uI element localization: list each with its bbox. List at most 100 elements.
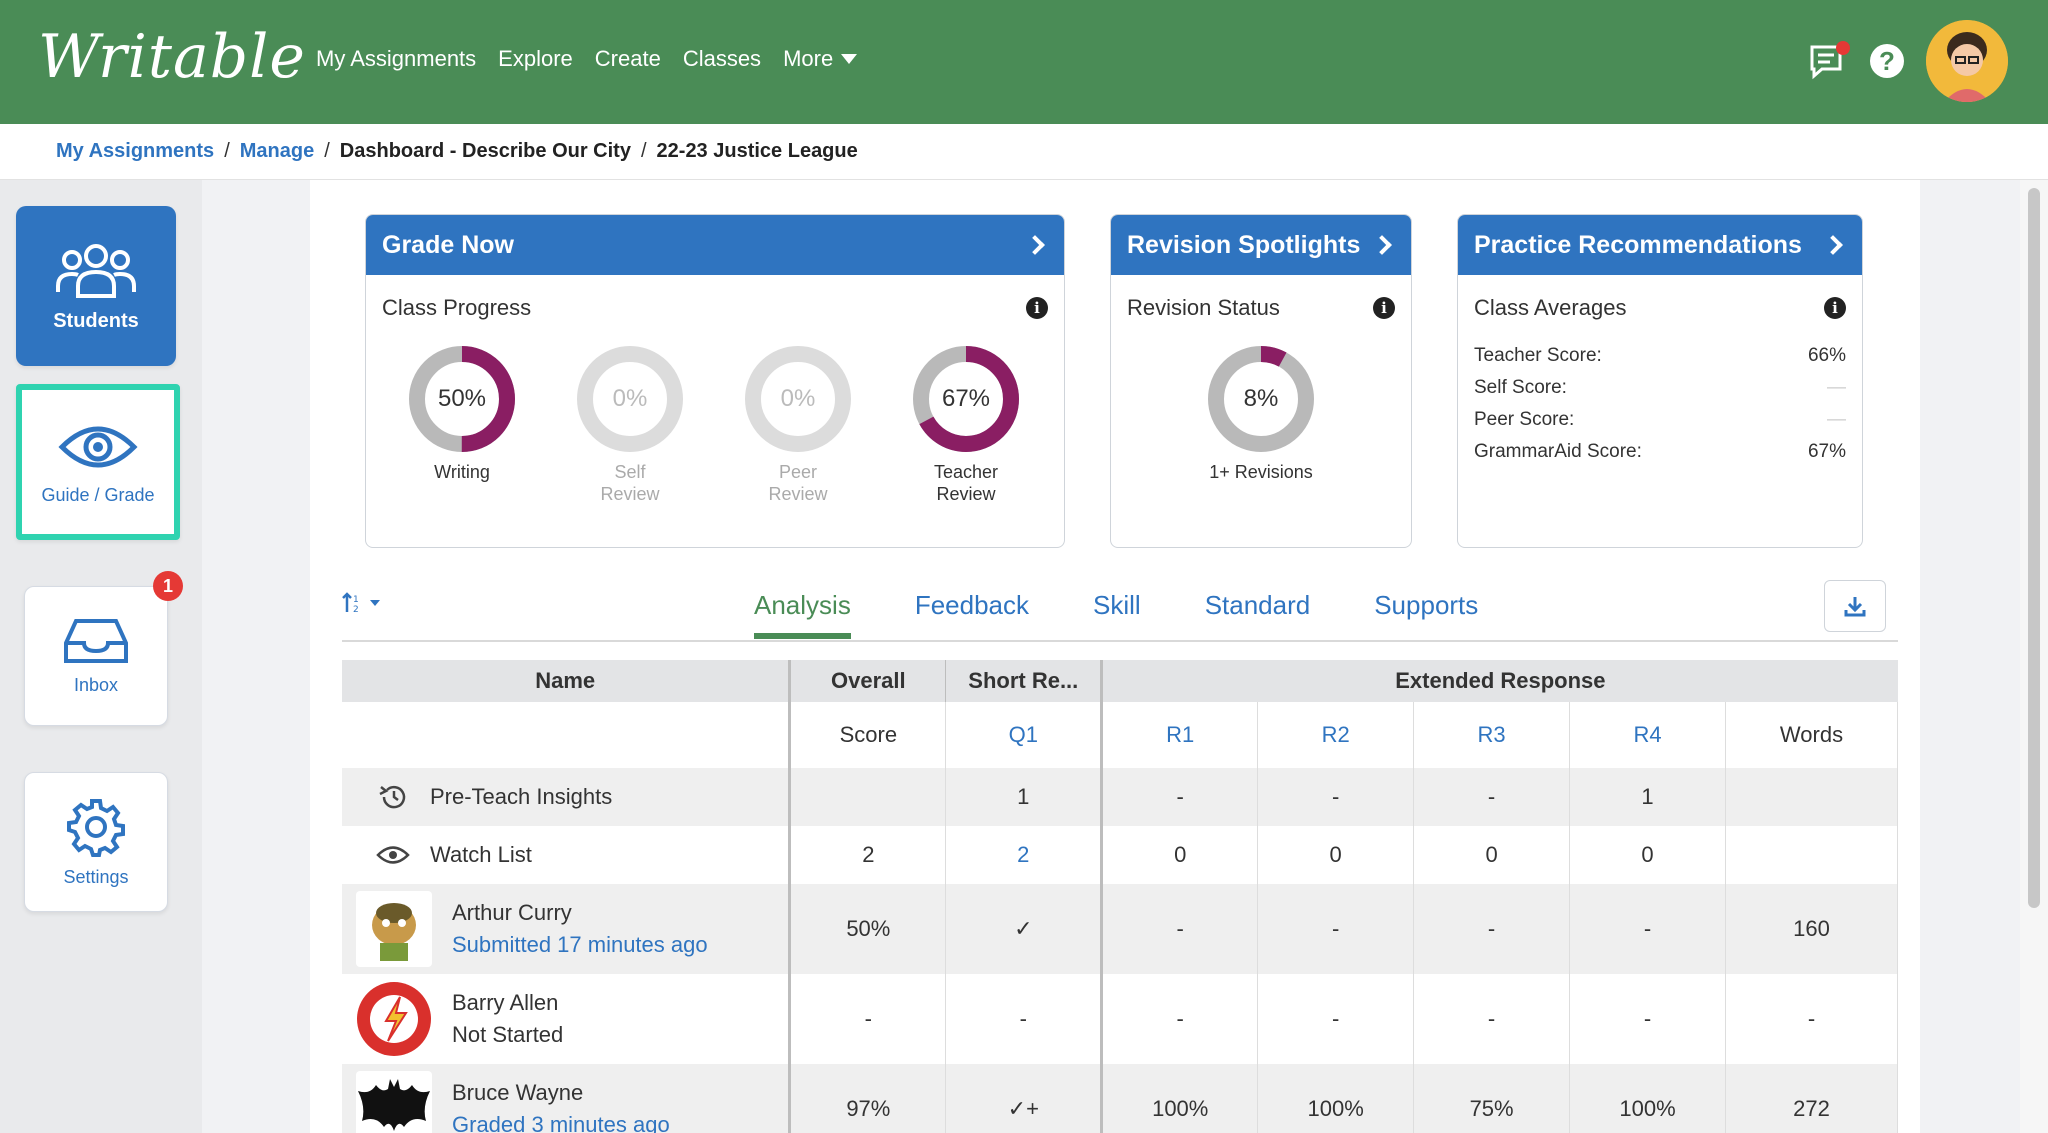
donut-self-review[interactable]: 0% Self Review xyxy=(570,341,690,505)
student-avatar xyxy=(357,982,431,1056)
messages-icon[interactable] xyxy=(1808,41,1850,81)
table-cell: ✓+ xyxy=(945,1064,1104,1133)
help-icon[interactable]: ? xyxy=(1870,44,1904,78)
donut-caption: Peer Review xyxy=(768,462,828,504)
subheader-r3[interactable]: R3 xyxy=(1413,702,1571,768)
page-scrollbar[interactable] xyxy=(2020,180,2048,1133)
breadcrumb-separator: / xyxy=(324,140,330,162)
table-row-student[interactable]: Bruce Wayne Graded 3 minutes ago 97% ✓+ … xyxy=(342,1064,1898,1133)
table-cell: ✓ xyxy=(945,884,1104,974)
table-row-watch-list[interactable]: Watch List 2 2 0 0 0 0 xyxy=(342,826,1898,884)
gear-icon xyxy=(67,798,125,857)
table-row-pre-teach[interactable]: Pre-Teach Insights 1 - - - 1 xyxy=(342,768,1898,826)
subheader-r4[interactable]: R4 xyxy=(1569,702,1726,768)
avg-row-peer: Peer Score: — xyxy=(1474,409,1846,430)
donut-caption: Teacher Review xyxy=(933,462,999,504)
eye-icon xyxy=(376,846,410,864)
table-cell: 100% xyxy=(1101,1064,1259,1133)
info-icon[interactable]: i xyxy=(1026,297,1048,319)
tab-standard[interactable]: Standard xyxy=(1204,590,1311,620)
donut-track xyxy=(745,346,851,452)
student-status[interactable]: Graded 3 minutes ago xyxy=(452,1112,670,1133)
donut-value: 8% xyxy=(1243,385,1279,412)
scrollbar-thumb[interactable] xyxy=(2028,188,2040,908)
analysis-tabs: Analysis Feedback Skill Standard Support… xyxy=(754,590,1479,639)
notification-dot xyxy=(1836,41,1850,55)
svg-text:2: 2 xyxy=(353,605,359,614)
sidebar: Students Guide / Grade 1 Inbox Settings xyxy=(0,180,202,1133)
table-cell: - xyxy=(1257,974,1415,1064)
nav-explore[interactable]: Explore xyxy=(498,46,573,71)
breadcrumb: My Assignments / Manage / Dashboard - De… xyxy=(56,140,858,163)
donut-revisions[interactable]: 8% 1+ Revisions xyxy=(1151,341,1371,483)
sidebar-item-inbox[interactable]: 1 Inbox xyxy=(24,571,183,726)
table-cell-link[interactable]: 2 xyxy=(945,826,1104,884)
nav-my-assignments[interactable]: My Assignments xyxy=(316,46,477,71)
donut-value: 0% xyxy=(612,385,648,412)
student-name[interactable]: Bruce Wayne xyxy=(452,1080,584,1105)
writable-logo[interactable]: Writable xyxy=(38,22,306,92)
tab-supports[interactable]: Supports xyxy=(1374,590,1479,620)
col-header-overall[interactable]: Overall xyxy=(789,660,947,702)
tab-feedback[interactable]: Feedback xyxy=(914,590,1030,620)
chevron-right-icon xyxy=(1823,235,1843,255)
table-cell xyxy=(1725,826,1898,884)
practice-recommendations-header[interactable]: Practice Recommendations xyxy=(1458,215,1862,275)
watch-list-cell: Watch List xyxy=(342,826,792,884)
nav-create[interactable]: Create xyxy=(594,46,661,71)
progress-donut xyxy=(913,346,1019,452)
donut-peer-review[interactable]: 0% Peer Review xyxy=(738,341,858,505)
nav-more[interactable]: More xyxy=(783,46,858,72)
top-icons: ? xyxy=(1808,20,2008,102)
col-header-name[interactable]: Name xyxy=(342,660,792,702)
breadcrumb-manage[interactable]: Manage xyxy=(239,140,315,162)
user-avatar[interactable] xyxy=(1926,20,2008,102)
table-cell: 0 xyxy=(1569,826,1726,884)
donut-writing[interactable]: 50% Writing xyxy=(402,341,522,483)
donut-fill xyxy=(409,346,515,452)
breadcrumb-class: 22-23 Justice League xyxy=(656,140,858,162)
student-cell: Bruce Wayne Graded 3 minutes ago xyxy=(342,1064,792,1133)
inbox-icon xyxy=(64,618,128,663)
table-cell: 100% xyxy=(1569,1064,1726,1133)
table-cell: - xyxy=(1413,884,1571,974)
class-progress-label: Class Progress xyxy=(382,295,532,320)
student-name[interactable]: Barry Allen xyxy=(452,990,559,1015)
sidebar-item-guide-grade[interactable]: Guide / Grade xyxy=(16,384,180,540)
top-navbar: Writable My Assignments Explore Create C… xyxy=(0,0,2048,124)
table-cell: 0 xyxy=(1257,826,1415,884)
download-icon xyxy=(1844,597,1866,617)
inbox-badge: 1 xyxy=(153,571,183,601)
col-header-short[interactable]: Short Re... xyxy=(945,660,1104,702)
donut-caption: Writing xyxy=(434,462,490,482)
download-button[interactable] xyxy=(1824,580,1886,632)
subheader-score[interactable]: Score xyxy=(789,702,947,768)
subheader-r1[interactable]: R1 xyxy=(1101,702,1259,768)
eye-icon xyxy=(58,426,138,467)
subheader-words: Words xyxy=(1725,702,1898,768)
donut-teacher-review[interactable]: 67% Teacher Review xyxy=(906,341,1026,505)
nav-more-label: More xyxy=(783,46,834,71)
sidebar-item-students[interactable]: Students xyxy=(16,206,176,366)
tab-analysis[interactable]: Analysis xyxy=(754,590,851,639)
revision-spotlights-header[interactable]: Revision Spotlights xyxy=(1111,215,1411,275)
revision-spotlights-card: Revision Spotlights Revision Status i 8%… xyxy=(1110,214,1412,548)
breadcrumb-my-assignments[interactable]: My Assignments xyxy=(56,140,215,162)
sort-icon: 12 xyxy=(342,592,359,614)
nav-classes[interactable]: Classes xyxy=(682,46,762,71)
subheader-q1[interactable]: Q1 xyxy=(945,702,1104,768)
student-status[interactable]: Submitted 17 minutes ago xyxy=(452,932,708,957)
subheader-r2[interactable]: R2 xyxy=(1257,702,1415,768)
donut-fill xyxy=(913,346,1019,452)
sidebar-label-guide-grade: Guide / Grade xyxy=(41,484,155,505)
info-icon[interactable]: i xyxy=(1373,297,1395,319)
info-icon[interactable]: i xyxy=(1824,297,1846,319)
dashboard-panel: Grade Now Class Progress i 50% Writing 0… xyxy=(310,180,1920,1133)
student-name[interactable]: Arthur Curry xyxy=(452,900,572,925)
table-row-student[interactable]: Arthur Curry Submitted 17 minutes ago 50… xyxy=(342,884,1898,974)
sidebar-item-settings[interactable]: Settings xyxy=(24,772,168,912)
tab-skill[interactable]: Skill xyxy=(1093,590,1141,620)
table-row-student[interactable]: Barry Allen Not Started - - - - - - - xyxy=(342,974,1898,1064)
grade-now-header[interactable]: Grade Now xyxy=(366,215,1064,275)
